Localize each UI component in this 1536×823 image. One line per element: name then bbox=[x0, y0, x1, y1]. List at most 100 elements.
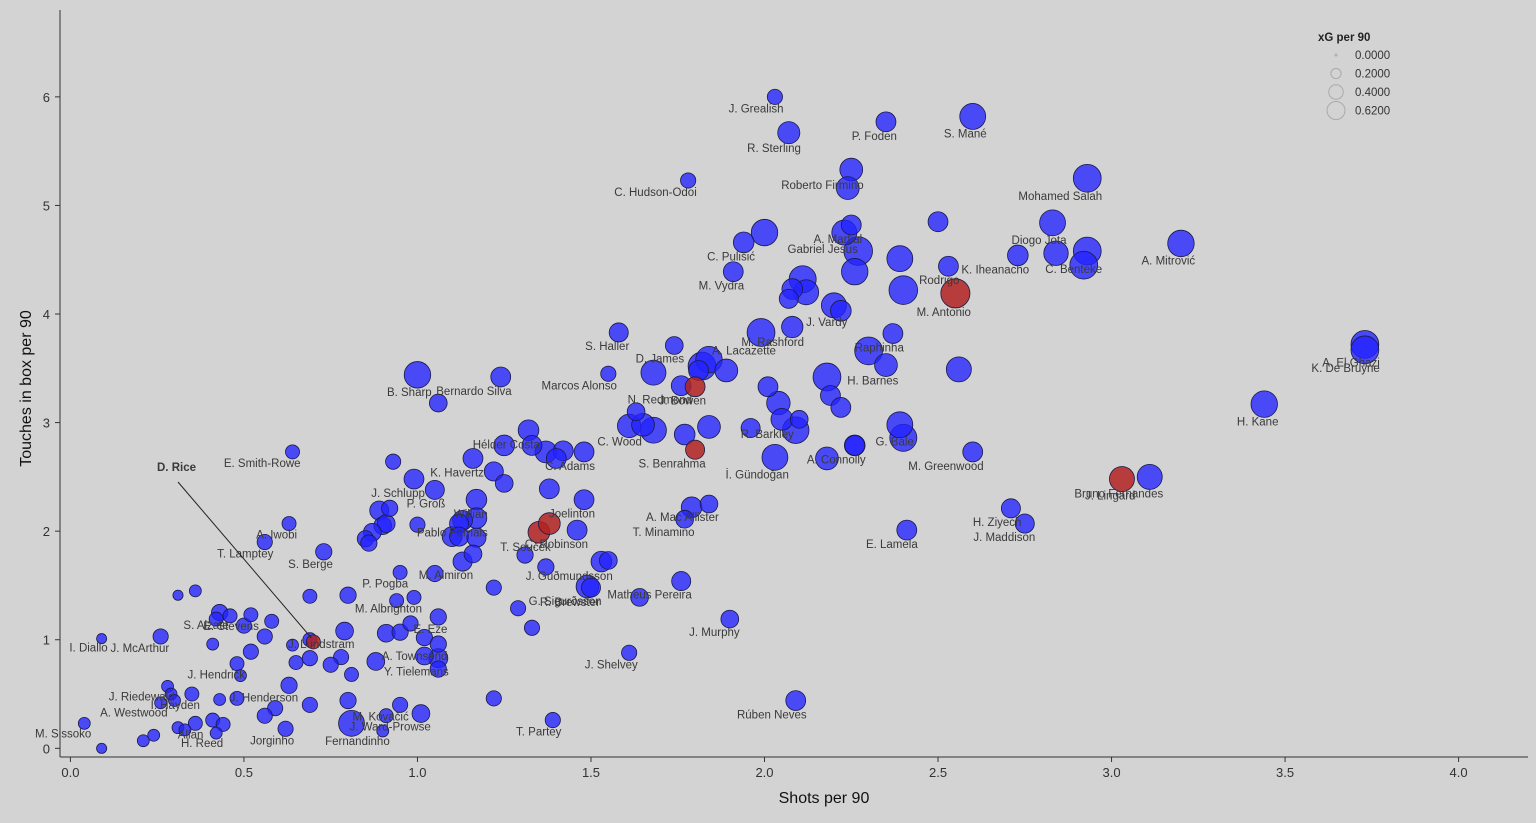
point-190 bbox=[485, 690, 502, 707]
point-80 bbox=[761, 443, 789, 471]
point-146 bbox=[523, 619, 541, 636]
point-label: T. Lamptey bbox=[217, 549, 273, 561]
point-147 bbox=[243, 607, 259, 623]
point-174 bbox=[322, 656, 339, 673]
point-186 bbox=[301, 696, 318, 713]
point-123 bbox=[785, 690, 807, 711]
point-label: İ. Gündoğan bbox=[726, 468, 789, 481]
point-label: C. Pulišić bbox=[707, 252, 755, 264]
point-207 bbox=[96, 742, 108, 754]
point-37 bbox=[854, 336, 883, 366]
point-label: T. Partey bbox=[516, 727, 562, 739]
point-118 bbox=[896, 519, 918, 541]
point-119 bbox=[1000, 498, 1021, 519]
point-137 bbox=[426, 564, 444, 583]
point-label: K. Havertz bbox=[430, 467, 484, 479]
point-20 bbox=[1167, 229, 1195, 258]
point-label: J. Hendrick bbox=[187, 670, 245, 682]
point-label: P. Pogba bbox=[362, 578, 408, 590]
point-label: Willian bbox=[454, 509, 488, 521]
point-42 bbox=[600, 365, 617, 382]
point-label: A. El Ghazi bbox=[1322, 357, 1380, 369]
point-9 bbox=[927, 211, 949, 233]
point-106 bbox=[538, 512, 561, 535]
point-115 bbox=[671, 571, 692, 592]
point-56 bbox=[830, 397, 852, 418]
point-184 bbox=[229, 690, 245, 706]
point-175 bbox=[366, 652, 386, 671]
point-153 bbox=[335, 621, 354, 641]
point-53 bbox=[757, 376, 779, 398]
point-87 bbox=[285, 444, 300, 460]
point-144 bbox=[485, 579, 502, 596]
point-11 bbox=[750, 218, 779, 247]
point-label: C. Adams bbox=[545, 461, 595, 473]
point-189 bbox=[392, 696, 409, 713]
point-41 bbox=[490, 366, 512, 388]
point-138 bbox=[188, 584, 202, 598]
point-79 bbox=[685, 439, 706, 460]
point-label: A. Connolly bbox=[807, 454, 866, 466]
point-51 bbox=[945, 356, 972, 383]
point-170 bbox=[305, 634, 321, 650]
point-label: A. Townsend bbox=[382, 651, 448, 663]
point-label: A. Mitrović bbox=[1142, 256, 1196, 268]
point-label: R. Barkley bbox=[741, 429, 794, 441]
point-93 bbox=[573, 489, 595, 511]
point-label: Fernandinho bbox=[325, 736, 390, 748]
point-label: C. Hudson-Odoi bbox=[614, 187, 696, 199]
point-8 bbox=[840, 214, 862, 236]
point-127 bbox=[381, 499, 399, 517]
x-tick-label: 1.5 bbox=[582, 765, 600, 780]
point-label: J. Murphy bbox=[689, 627, 740, 639]
point-134 bbox=[256, 533, 273, 551]
points-layer bbox=[77, 88, 1380, 754]
point-130 bbox=[409, 516, 426, 533]
point-label: Diogo Jota bbox=[1012, 235, 1068, 247]
point-183 bbox=[213, 693, 227, 706]
point-label: I. Diallo bbox=[69, 643, 107, 655]
point-85 bbox=[1109, 466, 1135, 492]
point-125 bbox=[281, 516, 297, 531]
point-label: J. Schlupp bbox=[371, 488, 425, 500]
point-label: Pablo Fornals bbox=[417, 527, 488, 539]
point-2 bbox=[875, 111, 897, 133]
point-167 bbox=[256, 628, 273, 645]
point-label: D. James bbox=[636, 353, 685, 365]
point-label: H. Reed bbox=[181, 738, 223, 750]
point-109 bbox=[699, 494, 719, 514]
x-tick-label: 1.0 bbox=[408, 765, 426, 780]
point-192 bbox=[256, 707, 273, 724]
point-label: M. Albrighton bbox=[355, 603, 422, 615]
point-172 bbox=[288, 655, 304, 670]
point-24 bbox=[841, 258, 869, 286]
point-27 bbox=[778, 288, 799, 309]
point-label: J. Shelvey bbox=[585, 659, 638, 671]
point-83 bbox=[962, 441, 984, 463]
point-35 bbox=[781, 315, 804, 339]
point-120 bbox=[1014, 513, 1035, 534]
point-6 bbox=[680, 172, 697, 189]
point-46 bbox=[714, 358, 739, 383]
x-tick-label: 2.5 bbox=[929, 765, 947, 780]
point-label: Rúben Neves bbox=[737, 709, 807, 721]
legend-marker bbox=[1330, 67, 1342, 80]
point-label: M. Vydra bbox=[699, 281, 745, 293]
point-166 bbox=[242, 643, 259, 660]
point-94 bbox=[538, 478, 560, 500]
point-1 bbox=[777, 121, 801, 145]
point-68 bbox=[789, 410, 809, 429]
point-29 bbox=[940, 278, 971, 309]
x-tick-label: 3.5 bbox=[1276, 765, 1294, 780]
point-label: R. Brewster bbox=[540, 597, 600, 609]
point-95 bbox=[465, 488, 488, 511]
point-label: J. Guðmundsson bbox=[526, 571, 613, 583]
point-141 bbox=[339, 586, 357, 604]
point-label: J. Vardy bbox=[806, 317, 848, 329]
point-label: C. Robinson bbox=[525, 539, 588, 551]
legend-marker bbox=[1328, 84, 1344, 100]
point-17 bbox=[1043, 240, 1069, 266]
point-77 bbox=[545, 448, 567, 469]
point-label: Gabriel Jesus bbox=[788, 244, 859, 256]
point-label: G. Sigurðsson bbox=[529, 596, 602, 608]
